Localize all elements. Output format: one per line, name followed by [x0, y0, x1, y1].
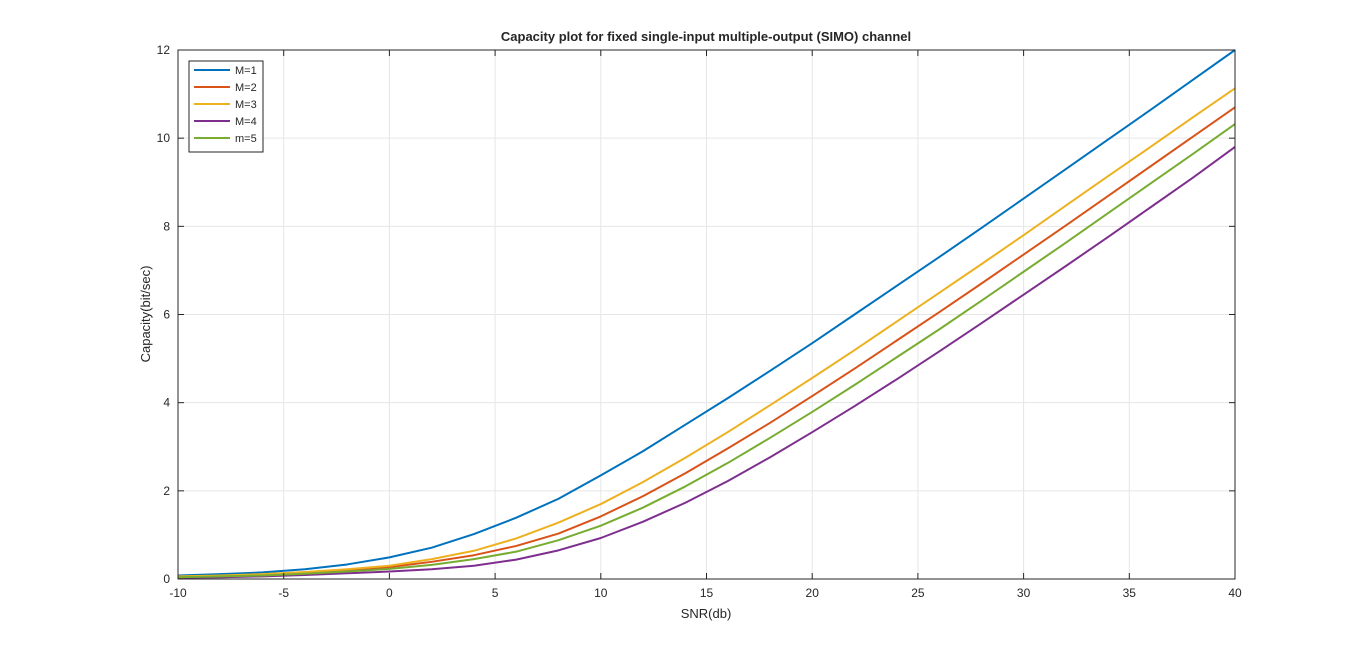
- series-line-m-1: [177, 49, 1236, 577]
- x-axis-label: SNR(db): [681, 606, 732, 621]
- series-line-m-4: [177, 146, 1236, 579]
- x-tick-label: 5: [492, 586, 499, 600]
- series-line-m-3: [177, 87, 1236, 578]
- series-line-m-5: [177, 123, 1236, 579]
- legend-label: M=2: [235, 82, 257, 94]
- y-tick-label: 8: [163, 219, 170, 233]
- x-tick-label: 20: [806, 586, 820, 600]
- legend-label: M=4: [235, 116, 257, 128]
- y-tick-label: 6: [163, 308, 170, 322]
- x-tick-label: 40: [1228, 586, 1242, 600]
- y-axis-label: Capacity(bit/sec): [138, 266, 153, 363]
- legend-label: M=3: [235, 99, 257, 111]
- y-tick-label: 2: [163, 484, 170, 498]
- x-tick-label: -5: [278, 586, 289, 600]
- x-tick-label: 35: [1123, 586, 1137, 600]
- legend-box: [188, 60, 264, 153]
- x-tick-label: 25: [911, 586, 925, 600]
- x-tick-label: 0: [386, 586, 393, 600]
- y-tick-label: 12: [157, 43, 171, 57]
- y-tick-label: 10: [157, 131, 171, 145]
- legend: M=1 M=2 M=3 M=4 m=5: [188, 60, 264, 153]
- axis-ticks: -10 -5 0 5 10 15 20 25 30 35 40 0 2 4 6 8 10 12: [157, 43, 1242, 600]
- x-tick-label: -10: [169, 586, 187, 600]
- y-tick-label: 4: [163, 396, 170, 410]
- series-lines: [177, 49, 1236, 579]
- y-tick-label: 0: [163, 572, 170, 586]
- x-tick-label: 15: [700, 586, 714, 600]
- legend-label: m=5: [235, 133, 257, 145]
- legend-label: M=1: [235, 65, 257, 77]
- x-tick-label: 10: [594, 586, 608, 600]
- chart-title: Capacity plot for fixed single-input mul…: [501, 29, 911, 44]
- x-tick-label: 30: [1017, 586, 1031, 600]
